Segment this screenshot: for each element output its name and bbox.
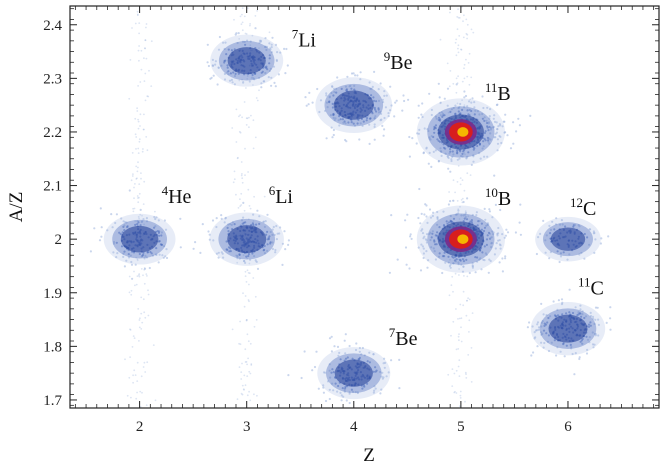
cluster-b11 bbox=[401, 82, 532, 191]
isotope-mass-number: 11 bbox=[578, 275, 591, 290]
x-tick-label: 6 bbox=[564, 419, 572, 435]
isotope-element-symbol: C bbox=[583, 198, 596, 220]
x-tick-label: 4 bbox=[350, 419, 358, 435]
isotope-element-symbol: C bbox=[591, 278, 604, 300]
isotope-label-c12: 12C bbox=[570, 195, 596, 220]
y-tick-label: 1.9 bbox=[43, 286, 62, 302]
isotope-label-li7: 7Li bbox=[292, 27, 317, 52]
isotope-mass-number: 12 bbox=[570, 195, 583, 210]
isotope-element-symbol: B bbox=[497, 83, 510, 105]
y-tick-label: 1.8 bbox=[43, 339, 62, 355]
isotope-mass-number: 10 bbox=[485, 185, 498, 200]
cluster-li6 bbox=[194, 201, 290, 270]
cluster-c11 bbox=[526, 288, 612, 376]
isotope-element-symbol: Li bbox=[275, 186, 293, 208]
cluster-c12 bbox=[535, 205, 610, 264]
isotope-element-symbol: Be bbox=[390, 52, 412, 74]
cluster-he4 bbox=[89, 189, 195, 280]
isotope-mass-number: 7 bbox=[389, 325, 396, 340]
x-tick-label: 3 bbox=[243, 419, 251, 435]
isotope-mass-number: 11 bbox=[485, 80, 498, 95]
y-tick-label: 2.1 bbox=[43, 179, 62, 195]
isotope-label-b10: 10B bbox=[485, 185, 511, 210]
isotope-label-be9: 9Be bbox=[384, 49, 413, 74]
isotope-mass-number: 6 bbox=[269, 183, 276, 198]
isotope-label-he4: 4He bbox=[162, 183, 192, 208]
isotope-mass-number: 9 bbox=[384, 49, 391, 64]
cluster-li7 bbox=[206, 27, 289, 89]
isotope-clusters bbox=[89, 27, 612, 405]
cluster-be7 bbox=[287, 333, 401, 405]
isotope-label-c11: 11C bbox=[578, 275, 604, 300]
y-tick-label: 2.3 bbox=[43, 71, 62, 87]
y-tick-label: 1.7 bbox=[43, 393, 62, 409]
x-tick-label: 5 bbox=[457, 419, 465, 435]
y-axis-title: A/Z bbox=[6, 192, 27, 223]
isotope-element-symbol: Be bbox=[395, 328, 417, 350]
isotope-element-symbol: B bbox=[498, 188, 511, 210]
y-tick-label: 2.4 bbox=[43, 18, 62, 34]
isotope-label-be7: 7Be bbox=[389, 325, 418, 350]
axis-ticks: 2 3 4 5 6 1.7 1.8 1.9 2 2.1 2.2 2.3 2.4 bbox=[43, 6, 659, 435]
cluster-b10 bbox=[388, 197, 523, 275]
isotope-mass-number: 4 bbox=[162, 183, 169, 198]
isotope-label-li6: 6Li bbox=[269, 183, 294, 208]
y-tick-label: 2 bbox=[55, 232, 63, 248]
x-axis-title: Z bbox=[363, 445, 375, 466]
isotope-element-symbol: Li bbox=[298, 30, 316, 52]
x-tick-label: 2 bbox=[136, 419, 144, 435]
y-tick-label: 2.2 bbox=[43, 125, 62, 141]
isotope-label-b11: 11B bbox=[485, 80, 511, 105]
cluster-be9 bbox=[304, 70, 410, 145]
isotope-element-symbol: He bbox=[168, 186, 191, 208]
streak-events bbox=[124, 10, 157, 408]
isotope-mass-number: 7 bbox=[292, 27, 299, 42]
